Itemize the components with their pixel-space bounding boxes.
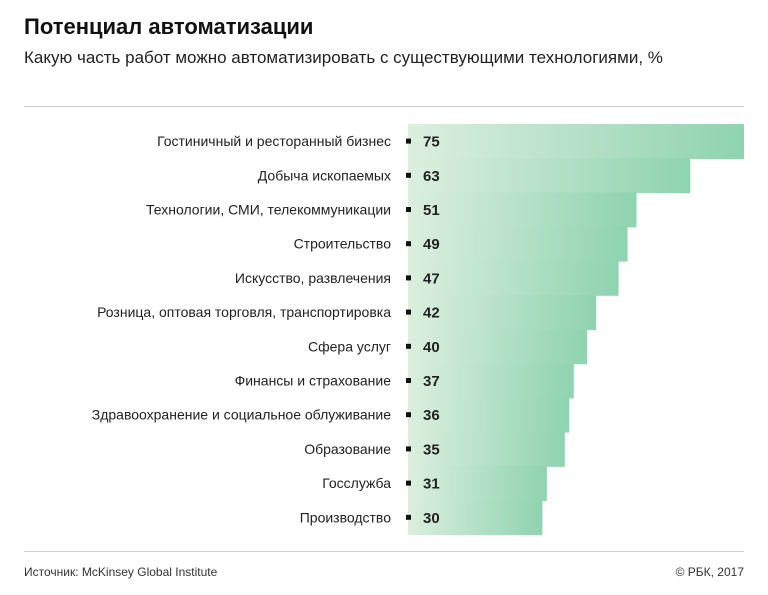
category-label: Финансы и страхование: [235, 373, 392, 389]
value-label: 40: [423, 339, 440, 356]
bar-marker: [406, 138, 411, 144]
bar: [408, 466, 547, 501]
bar-marker: [406, 412, 411, 418]
value-label: 36: [423, 407, 440, 424]
chart-title: Потенциал автоматизации: [24, 14, 314, 39]
value-label: 35: [423, 441, 440, 458]
bar: [408, 363, 574, 399]
bar-marker: [406, 378, 411, 383]
bar: [408, 329, 588, 365]
bar: [408, 431, 565, 467]
copyright-note: © РБК, 2017: [675, 565, 744, 579]
value-label: 51: [423, 202, 440, 219]
bar: [408, 192, 637, 228]
value-label: 75: [423, 134, 440, 151]
category-label: Гостиничный и ресторанный бизнес: [157, 133, 391, 149]
bar-marker: [406, 343, 411, 349]
value-label: 30: [423, 510, 440, 527]
bar: [408, 295, 597, 330]
bar-marker: [406, 514, 411, 520]
category-label: Образование: [304, 441, 391, 457]
value-label: 31: [423, 476, 440, 493]
category-label: Строительство: [294, 236, 392, 252]
bottom-divider: [24, 551, 744, 552]
category-label: Технологии, СМИ, телекоммуникации: [146, 202, 391, 218]
value-label: 63: [423, 168, 440, 185]
value-label: 49: [423, 236, 440, 253]
bar: [408, 260, 619, 296]
category-label: Искусство, развлечения: [235, 270, 391, 286]
chart-subtitle: Какую часть работ можно автоматизировать…: [24, 48, 663, 67]
bar-marker: [406, 172, 411, 178]
bar-marker: [406, 207, 411, 212]
bar-marker: [406, 309, 411, 315]
bar-marker: [406, 241, 411, 247]
category-label: Госслужба: [322, 475, 391, 491]
value-label: 42: [423, 305, 440, 322]
category-label: Добыча ископаемых: [258, 167, 391, 183]
category-label: Сфера услуг: [308, 338, 391, 354]
bar: [408, 124, 744, 159]
value-label: 37: [423, 373, 440, 390]
top-divider: [24, 106, 744, 107]
category-label: Здравоохранение и социальное облуживание: [92, 407, 391, 423]
bar-marker: [406, 446, 411, 452]
bar: [408, 397, 570, 433]
value-label: 47: [423, 270, 440, 287]
bar: [408, 158, 691, 194]
bar: [408, 500, 543, 536]
bar: [408, 226, 628, 262]
category-label: Розница, оптовая торговля, транспортиров…: [97, 304, 391, 320]
bar-marker: [406, 275, 411, 281]
category-label: Производство: [300, 509, 391, 525]
bar-marker: [406, 480, 411, 486]
source-note: Источник: McKinsey Global Institute: [24, 565, 218, 579]
